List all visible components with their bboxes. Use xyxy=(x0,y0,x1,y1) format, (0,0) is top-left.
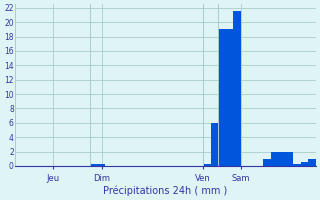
Bar xyxy=(308,159,316,166)
Bar xyxy=(233,11,241,166)
Bar xyxy=(263,159,271,166)
Bar xyxy=(203,164,211,166)
Bar xyxy=(90,164,98,166)
Bar xyxy=(278,152,286,166)
Bar xyxy=(98,164,105,166)
Bar xyxy=(211,123,218,166)
Bar xyxy=(271,152,278,166)
X-axis label: Précipitations 24h ( mm ): Précipitations 24h ( mm ) xyxy=(103,185,228,196)
Bar xyxy=(218,29,226,166)
Bar xyxy=(286,152,293,166)
Bar xyxy=(293,164,301,166)
Bar xyxy=(226,29,233,166)
Bar xyxy=(301,162,308,166)
